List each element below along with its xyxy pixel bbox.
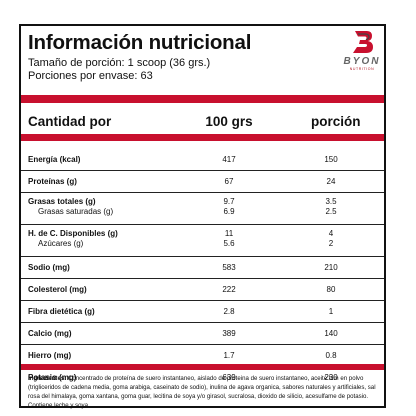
row-divider — [21, 170, 384, 171]
nutrient-sublabel: Grasas saturadas (g) — [38, 207, 114, 216]
value-per-100g: 583 — [222, 263, 236, 272]
table-row: Sodio (mg) 583 210 — [21, 256, 384, 278]
col-header-nutrient: Cantidad por — [28, 114, 112, 129]
row-divider — [21, 344, 384, 345]
sub-value-per-100g: 6.9 — [223, 207, 235, 216]
nutrient-label: Proteínas (g) — [28, 177, 77, 186]
row-divider — [21, 278, 384, 279]
value-per-serving: 1 — [328, 307, 334, 316]
col-header-serving: porción — [311, 114, 361, 129]
sub-value-per-serving: 2.5 — [325, 207, 337, 216]
table-row: Calcio (mg) 389 140 — [21, 322, 384, 344]
top-red-bar — [21, 95, 384, 103]
value-per-serving: 140 — [324, 329, 338, 338]
row-divider — [21, 192, 384, 193]
col-header-100g: 100 grs — [205, 114, 253, 129]
value-per-100g: 222 — [222, 285, 236, 294]
value-per-100g: 2.8 — [223, 307, 235, 316]
header-red-bar — [21, 134, 384, 141]
table-row: Hierro (mg) 1.7 0.8 — [21, 344, 384, 366]
ingredients-label: Ingredientes: — [28, 375, 67, 382]
value-per-100g: 417 — [222, 155, 236, 164]
nutrient-label: H. de C. Disponibles (g) — [28, 229, 118, 238]
table-row: Fibra dietética (g) 2.8 1 — [21, 300, 384, 322]
nutrient-label: Sodio (mg) — [28, 263, 70, 272]
table-row: Energía (kcal) 417 150 — [21, 148, 384, 170]
serving-info: Tamaño de porción: 1 scoop (36 grs.) Por… — [28, 57, 210, 82]
nutrient-label: Calcio (mg) — [28, 329, 72, 338]
ingredients: Ingredientes: Concentrado de proteína de… — [28, 374, 380, 410]
value-per-100g: 1.7 — [223, 351, 235, 360]
value-per-serving: 80 — [326, 285, 336, 294]
value-per-serving: 24 — [326, 177, 336, 186]
value-per-serving: 3.5 — [325, 197, 337, 206]
table-row: Proteínas (g) 67 24 — [21, 170, 384, 192]
nutrient-label: Hierro (mg) — [28, 351, 72, 360]
nutrient-label: Colesterol (mg) — [28, 285, 87, 294]
nutrient-sublabel: Azúcares (g) — [38, 239, 84, 248]
value-per-serving: 230 — [324, 373, 338, 382]
serving-size: Tamaño de porción: 1 scoop (36 grs.) — [28, 57, 211, 69]
nutrition-panel: Información nutricional Tamaño de porció… — [19, 24, 386, 410]
nutrient-label: Grasas totales (g) — [28, 197, 96, 206]
table-row: H. de C. Disponibles (g) 11 4 Azúcares (g) 5… — [21, 224, 384, 256]
row-divider — [21, 300, 384, 301]
servings-per-container: Porciones por envase: 63 — [28, 69, 153, 82]
nutrient-label: Potasio (mg) — [28, 373, 77, 382]
ingredients-text: Concentrado de proteína de suero instant… — [28, 375, 376, 409]
value-per-100g: 11 — [224, 229, 234, 238]
nutrient-label: Energía (kcal) — [28, 155, 81, 164]
brand-b-icon — [353, 31, 373, 53]
value-per-serving: 150 — [324, 155, 338, 164]
panel-title: Información nutricional — [28, 31, 252, 54]
sub-value-per-serving: 2 — [328, 239, 334, 248]
brand-sub: NUTRITION — [349, 67, 375, 71]
value-per-100g: 67 — [224, 177, 234, 186]
row-divider — [21, 256, 384, 257]
bottom-red-bar — [21, 364, 384, 370]
table-row: Potasio (mg) 639 230 — [21, 366, 384, 388]
value-per-100g: 389 — [222, 329, 236, 338]
sub-value-per-100g: 5.6 — [223, 239, 235, 248]
brand-logo: BYON NUTRITION — [339, 29, 385, 71]
value-per-100g: 9.7 — [223, 197, 235, 206]
nutrient-label: Fibra dietética (g) — [28, 307, 95, 316]
table-row: Grasas totales (g) 9.7 3.5 Grasas saturadas… — [21, 192, 384, 224]
row-divider — [21, 322, 384, 323]
table-row: Colesterol (mg) 222 80 — [21, 278, 384, 300]
value-per-100g: 639 — [222, 373, 236, 382]
value-per-serving: 4 — [328, 229, 334, 238]
value-per-serving: 0.8 — [325, 351, 337, 360]
row-divider — [21, 224, 384, 225]
value-per-serving: 210 — [324, 263, 338, 272]
brand-name: BYON — [343, 56, 381, 67]
